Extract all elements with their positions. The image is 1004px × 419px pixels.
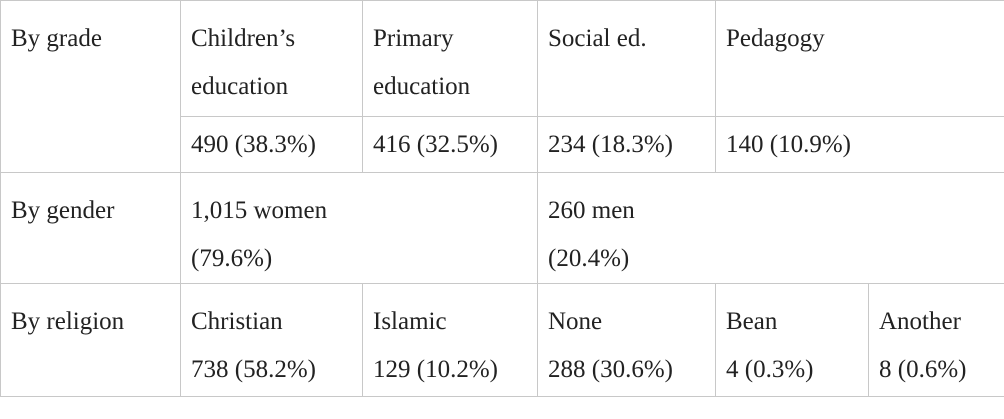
count: 140 (10.9%) <box>726 131 851 158</box>
count: 490 (38.3%) <box>191 131 316 158</box>
cell: Pedagogy <box>714 0 1004 117</box>
category: Pedagogy <box>726 25 825 52</box>
name: Another <box>879 308 961 335</box>
cell: Christian 738 (58.2%) <box>180 283 363 397</box>
label: By religion <box>11 308 125 335</box>
count: 288 (30.6%) <box>548 356 673 383</box>
cell: Another 8 (0.6%) <box>867 283 1004 397</box>
cell: 140 (10.9%) <box>714 116 1004 173</box>
name: None <box>548 308 603 335</box>
count: 129 (10.2%) <box>373 356 498 383</box>
row-label: By gender <box>0 172 181 284</box>
cell: 1,015 women (79.6%) <box>180 172 538 284</box>
count: 416 (32.5%) <box>373 131 498 158</box>
cell: 234 (18.3%) <box>537 116 716 173</box>
cell: 416 (32.5%) <box>362 116 538 173</box>
count: 8 (0.6%) <box>879 356 967 383</box>
row-label: By grade <box>0 0 181 173</box>
cell: Social ed. <box>537 0 716 117</box>
cell: Children’s education <box>180 0 363 117</box>
count: 260 men <box>548 197 635 224</box>
row-label: By religion <box>0 283 181 397</box>
religion-row: By religion Christian 738 (58.2%) Islamic… <box>0 283 1004 397</box>
share: (20.4%) <box>548 245 630 272</box>
name: Bean <box>726 308 778 335</box>
gender-row: By gender 1,015 women (79.6%) 260 men (20.… <box>0 172 1004 284</box>
label: By grade <box>11 25 102 52</box>
name: Islamic <box>373 308 447 335</box>
cell: Primary education <box>362 0 538 117</box>
count: 738 (58.2%) <box>191 356 316 383</box>
count: 4 (0.3%) <box>726 356 814 383</box>
name: Christian <box>191 308 283 335</box>
grade-row: By grade Children’s education Primary ed… <box>0 0 1004 173</box>
cell: Islamic 129 (10.2%) <box>362 283 538 397</box>
share: (79.6%) <box>191 245 273 272</box>
category: Children’s education <box>191 25 296 100</box>
summary-table: By grade Children’s education Primary ed… <box>0 0 1004 397</box>
label: By gender <box>11 197 115 224</box>
category: Primary education <box>373 25 471 100</box>
cell: 260 men (20.4%) <box>536 172 1004 284</box>
count: 1,015 women <box>191 197 328 224</box>
cell: None 288 (30.6%) <box>537 283 716 397</box>
cell: 490 (38.3%) <box>180 116 363 173</box>
cell: Bean 4 (0.3%) <box>715 283 869 397</box>
count: 234 (18.3%) <box>548 131 673 158</box>
category: Social ed. <box>548 25 647 52</box>
